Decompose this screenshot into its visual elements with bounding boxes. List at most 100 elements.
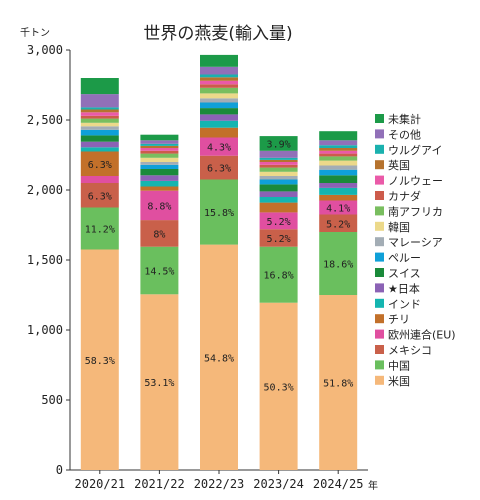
bar-segment [200, 93, 238, 99]
y-tick-label: 500 [41, 393, 63, 407]
bar-segment [200, 179, 238, 245]
bar-segment [80, 107, 119, 110]
bar-segment [140, 150, 179, 154]
bar-segment [140, 143, 179, 146]
legend-swatch [375, 237, 384, 247]
legend-label: スイス [388, 267, 421, 280]
bar-segment [259, 302, 298, 470]
bar-segment [140, 190, 179, 221]
bar-segment-label: 50.3% [264, 382, 294, 393]
bar-segment [259, 197, 298, 203]
legend-swatch [375, 329, 384, 339]
bar-segment [200, 114, 238, 121]
axes: 0 500 1,000 1,500 2,000 2,500 3,000 [27, 43, 368, 477]
bar-segment [80, 183, 119, 208]
bar-segment [80, 207, 119, 250]
legend-swatch [375, 314, 384, 324]
legend-label: ★日本 [388, 281, 420, 295]
bar-segment [200, 66, 238, 75]
legend-label: 英国 [388, 158, 410, 172]
bar-segment-label: 6.3% [88, 160, 112, 171]
bar-segment-label: 16.8% [264, 271, 294, 282]
bar-segment [319, 156, 358, 161]
x-tick-label: 2020/21 [75, 477, 126, 491]
bar-segment [259, 229, 298, 247]
bar-segment [319, 214, 358, 232]
bar-segment [259, 157, 298, 160]
y-tick-label: 2,000 [27, 183, 63, 197]
bar-segment [259, 184, 298, 192]
legend-label: 南アフリカ [388, 205, 443, 218]
bar-segment [140, 246, 179, 295]
legend-swatch [375, 160, 384, 170]
bar-segment [200, 155, 238, 180]
legend-swatch [375, 129, 384, 139]
bar-segment [319, 160, 358, 166]
legend-swatch [375, 221, 384, 231]
y-tick-label: 3,000 [27, 43, 63, 57]
bar-segment [259, 246, 298, 303]
legend-label: ノルウェー [388, 175, 443, 188]
bar-segment [319, 131, 358, 141]
legend-swatch [375, 206, 384, 216]
bar-segment [259, 136, 298, 151]
legend-label: カナダ [388, 189, 421, 203]
bar-segment [80, 147, 119, 152]
legend-label: チリ [388, 313, 410, 326]
bar-segment [200, 77, 238, 81]
bar-segment [80, 94, 119, 108]
legend-swatch [375, 375, 384, 385]
bar-segment [319, 148, 358, 151]
bar-segment-label: 15.8% [204, 208, 234, 219]
bar-segment [200, 54, 238, 67]
bar-segment [80, 135, 119, 142]
bar-segment [319, 145, 358, 148]
bar-segment [319, 150, 358, 154]
bar-segment [259, 191, 298, 197]
bar-segment [140, 164, 179, 169]
bar-segment-label: 58.3% [85, 356, 115, 367]
bar-segment [80, 249, 119, 470]
bar-segment-label: 5.2% [267, 217, 291, 228]
bar-segment [200, 244, 238, 470]
legend-swatch [375, 252, 384, 262]
bar-segment [80, 151, 119, 176]
legend-swatch [375, 144, 384, 154]
legend-swatch [375, 298, 384, 308]
y-tick-label: 1,000 [27, 323, 63, 337]
bar-segment [319, 200, 358, 215]
legend-swatch [375, 345, 384, 354]
bar-segment [80, 78, 119, 95]
legend-label: 韓国 [388, 221, 410, 234]
bar-segment [200, 80, 238, 85]
bar-segment-label: 53.1% [144, 378, 174, 389]
legend-label: ペルー [388, 252, 421, 265]
bar-segment-label: 11.2% [85, 225, 115, 236]
bar-segment-label: 6.3% [207, 164, 231, 175]
bar-segment [140, 140, 179, 144]
bar-segment [259, 150, 298, 158]
bar-segment-label: 8.8% [147, 201, 171, 212]
bar-segment [140, 162, 179, 165]
bar-segment [319, 165, 358, 170]
bar-segment-label: 54.8% [204, 353, 234, 364]
bar-segment [140, 134, 179, 141]
y-tick-label: 1,500 [27, 253, 63, 267]
bar-segment [319, 187, 358, 195]
bar-segment [80, 141, 119, 148]
bar-segment [80, 115, 119, 119]
bar-segment [140, 148, 179, 151]
legend-label: インド [388, 298, 421, 311]
bar-segment-label: 6.3% [88, 191, 112, 202]
legend-swatch [375, 114, 384, 123]
bar-segment [259, 171, 298, 176]
bar-segment [200, 120, 238, 128]
y-tick-label: 2,500 [27, 113, 63, 127]
bar-segment [140, 175, 179, 181]
bar-segment [140, 220, 179, 247]
bar-segment [200, 87, 238, 94]
legend-swatch [375, 191, 384, 200]
bar-segment [200, 74, 238, 78]
